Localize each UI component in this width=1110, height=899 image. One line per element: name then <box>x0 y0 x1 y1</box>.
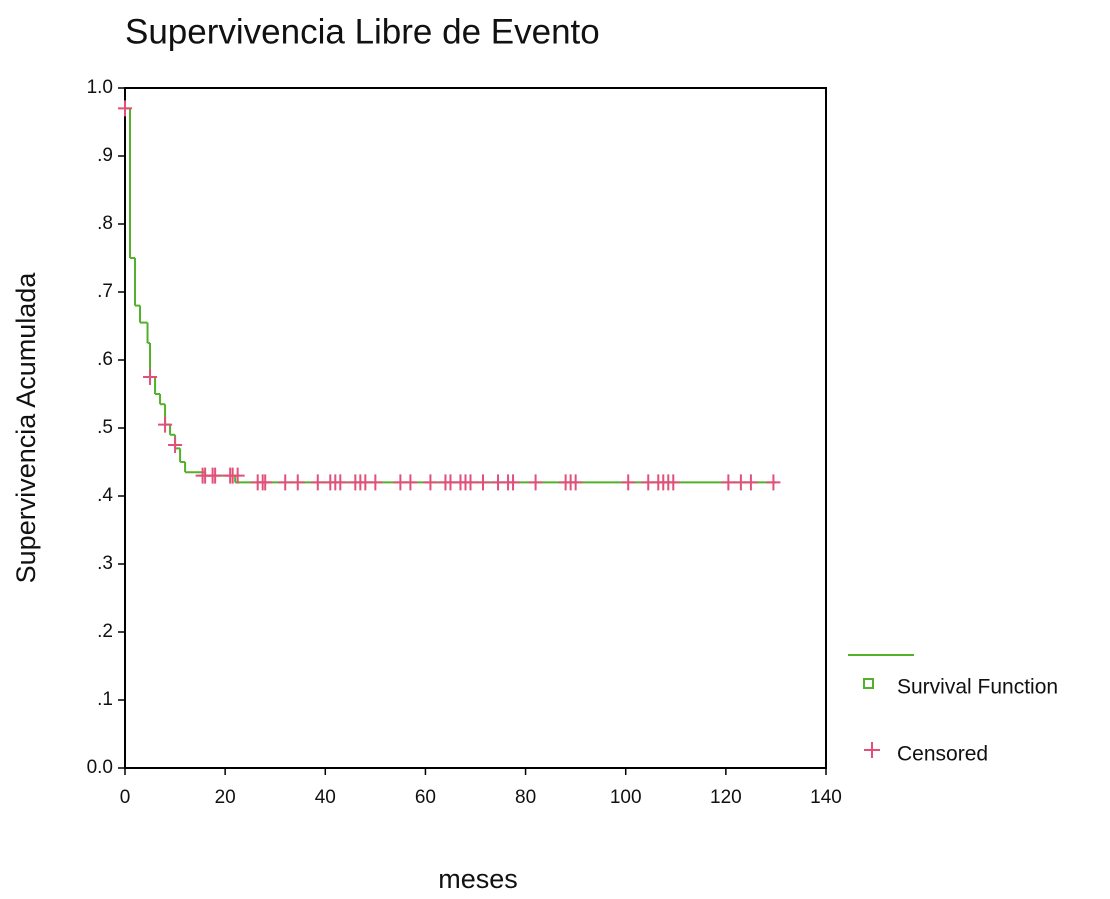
censor-mark <box>118 100 132 117</box>
legend-label: Censored <box>897 743 988 766</box>
censor-mark <box>333 474 348 491</box>
y-tick-label: .4 <box>97 485 113 506</box>
plot-frame <box>124 87 827 769</box>
x-tick-label: 100 <box>610 787 642 808</box>
censor-mark <box>766 474 781 491</box>
x-axis-label: meses <box>438 864 518 894</box>
legend-swatch <box>863 678 874 689</box>
censor-mark <box>528 474 543 491</box>
censor-mark <box>208 467 223 484</box>
censor-mark <box>143 369 158 385</box>
y-tick-label: .7 <box>97 281 113 302</box>
censor-mark <box>621 474 636 491</box>
censor-mark <box>568 474 583 491</box>
y-tick-label: 0.0 <box>87 757 113 778</box>
y-tick-label: .3 <box>97 553 113 574</box>
legend-label: Survival Function <box>897 676 1058 699</box>
chart-title: Supervivencia Libre de Evento <box>125 12 600 51</box>
censor-mark <box>743 474 758 491</box>
censor-mark <box>310 474 325 491</box>
x-tick-label: 120 <box>710 787 742 808</box>
x-tick-label: 0 <box>120 787 131 808</box>
x-tick-label: 40 <box>315 787 336 808</box>
x-tick-label: 80 <box>515 787 536 808</box>
y-tick-label: .6 <box>97 349 113 370</box>
censor-mark <box>666 474 681 491</box>
legend-swatch <box>864 742 880 758</box>
y-tick-label: .8 <box>97 213 113 234</box>
y-axis-label: Supervivencia Acumulada <box>11 272 41 584</box>
censor-mark <box>403 474 418 491</box>
censor-mark <box>168 437 183 453</box>
censor-mark <box>423 474 438 491</box>
y-tick-label: .9 <box>97 145 113 166</box>
y-tick-label: .5 <box>97 417 113 438</box>
censor-mark <box>258 474 273 491</box>
censor-mark <box>290 474 305 491</box>
censor-mark <box>463 474 478 491</box>
x-tick-label: 20 <box>215 787 236 808</box>
x-tick-label: 60 <box>415 787 436 808</box>
y-tick-label: .1 <box>97 689 113 710</box>
censor-mark <box>278 474 293 491</box>
censor-mark <box>368 474 383 491</box>
censor-mark <box>230 467 245 484</box>
y-tick-label: .2 <box>97 621 113 642</box>
censor-mark <box>506 474 521 491</box>
censor-mark <box>158 416 173 433</box>
censor-mark <box>721 474 736 491</box>
censor-mark <box>476 474 491 491</box>
y-tick-label: 1.0 <box>87 77 113 98</box>
x-tick-label: 140 <box>810 787 842 808</box>
